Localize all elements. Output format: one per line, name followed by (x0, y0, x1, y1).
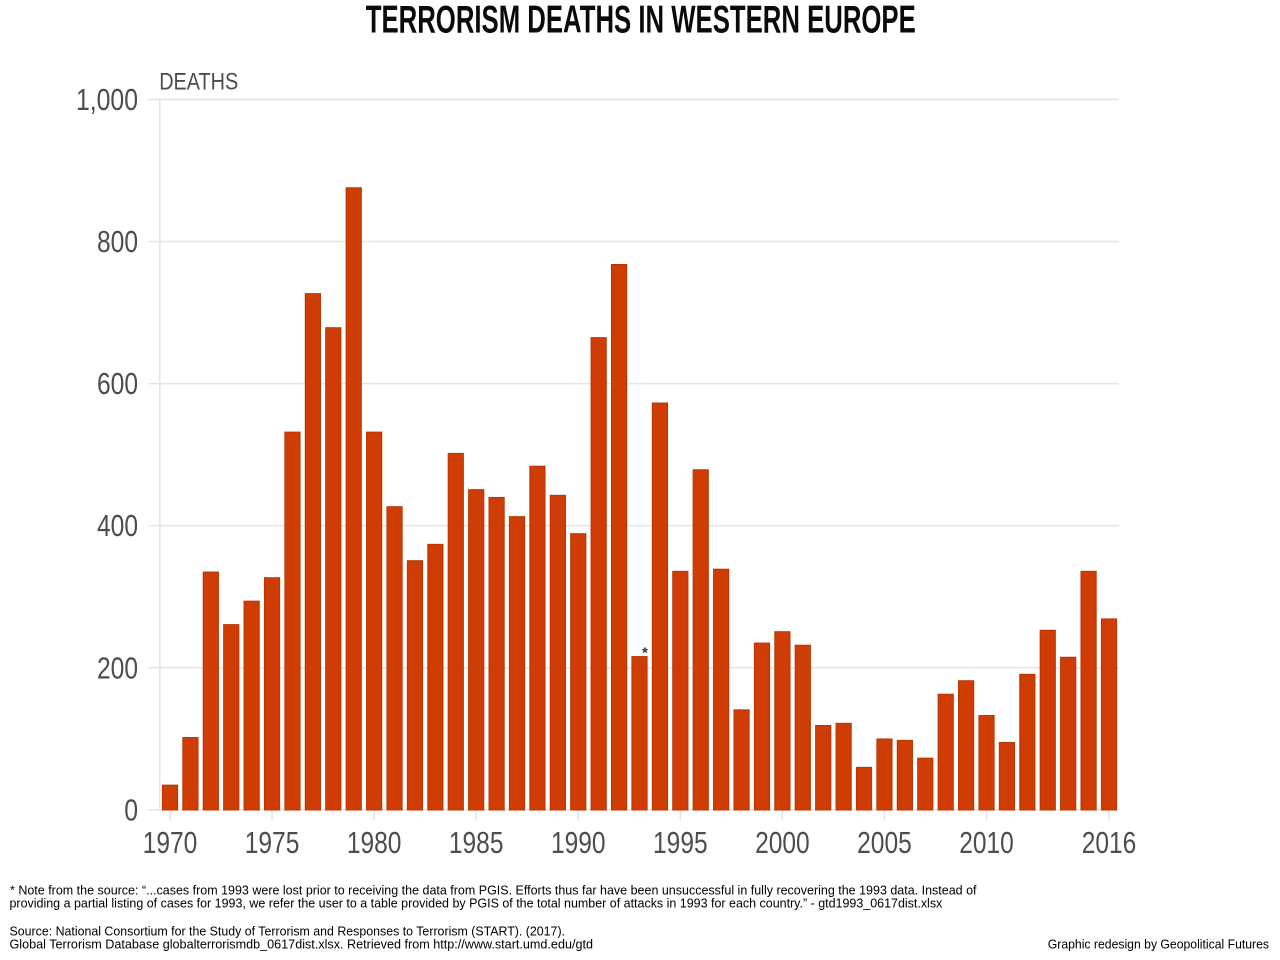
svg-text:TERRORISM DEATHS IN WESTERN EU: TERRORISM DEATHS IN WESTERN EUROPE (366, 0, 916, 42)
svg-text:DEATHS: DEATHS (159, 69, 238, 96)
svg-text:600: 600 (97, 366, 138, 401)
svg-text:0: 0 (124, 792, 138, 827)
svg-text:1995: 1995 (653, 825, 708, 860)
svg-text:800: 800 (97, 224, 138, 259)
svg-text:1975: 1975 (245, 825, 300, 860)
svg-text:Graphic redesign by Geopolitic: Graphic redesign by Geopolitical Futures (1048, 936, 1270, 951)
svg-text:2010: 2010 (959, 825, 1014, 860)
svg-text:2005: 2005 (857, 825, 912, 860)
svg-text:2016: 2016 (1082, 825, 1137, 860)
svg-text:200: 200 (97, 650, 138, 685)
svg-text:1,000: 1,000 (76, 82, 138, 117)
svg-text:1985: 1985 (449, 825, 504, 860)
svg-text:providing a partial listing of: providing a partial listing of cases for… (10, 896, 943, 911)
svg-text:* Note from the source: “...ca: * Note from the source: “...cases from 1… (10, 883, 977, 898)
svg-text:400: 400 (97, 508, 138, 543)
svg-text:1990: 1990 (551, 825, 606, 860)
svg-text:2000: 2000 (755, 825, 810, 860)
svg-text:1970: 1970 (143, 825, 198, 860)
svg-text:1980: 1980 (347, 825, 402, 860)
svg-text:Source: National Consortium fo: Source: National Consortium for the Stud… (10, 924, 566, 939)
svg-text:Global Terrorism Database glob: Global Terrorism Database globalterroris… (10, 936, 594, 951)
